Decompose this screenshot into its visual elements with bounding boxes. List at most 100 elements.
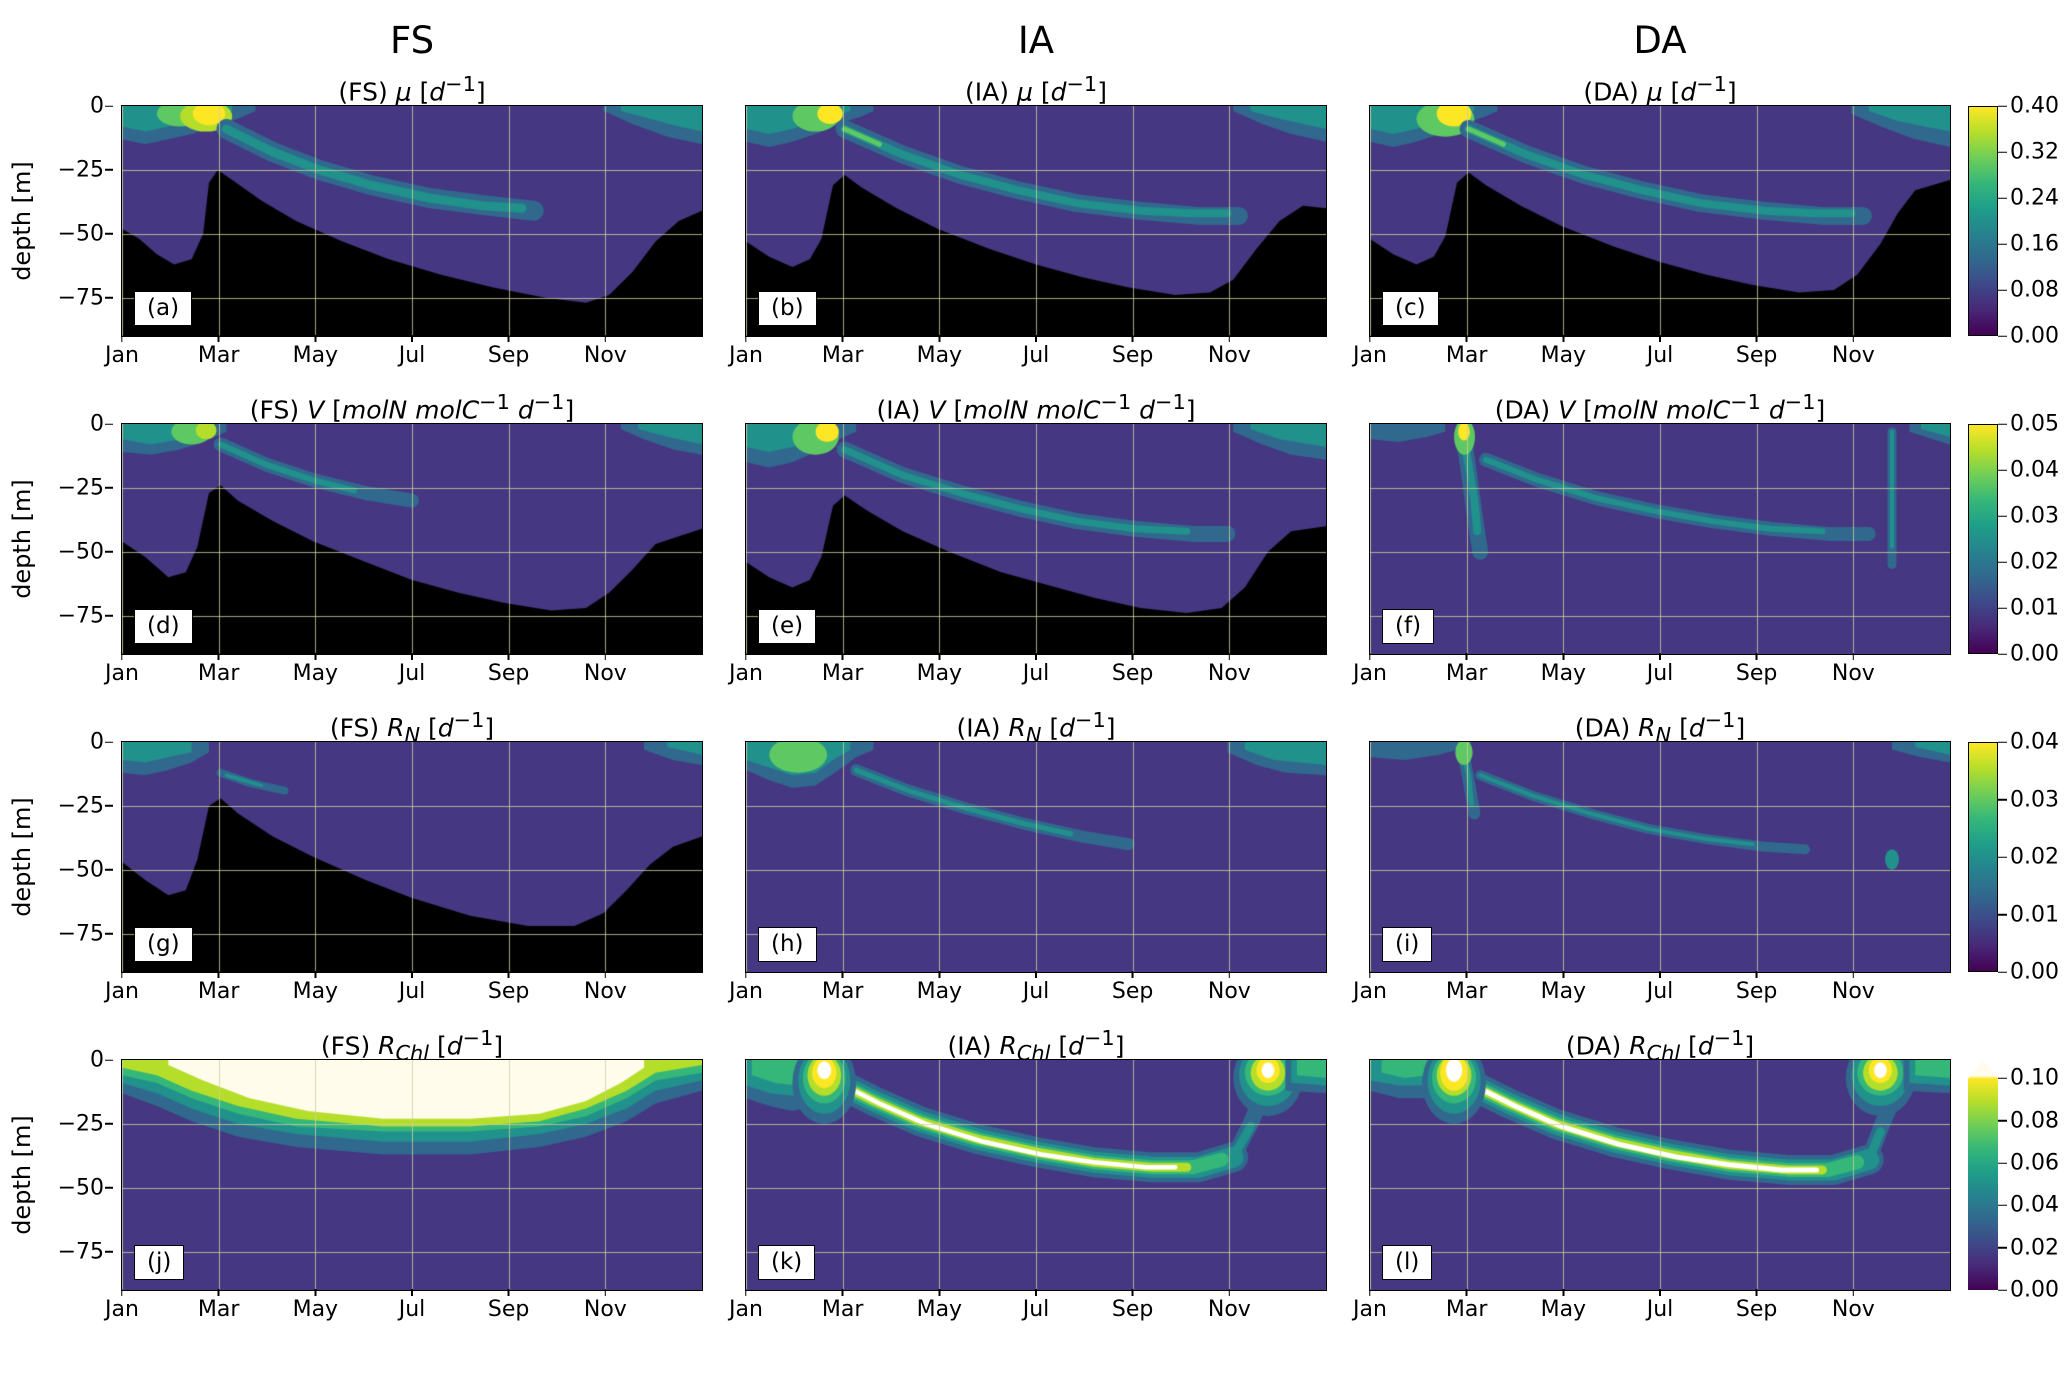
panel-title: (DA) μ [d−1]: [1583, 72, 1737, 107]
x-tick-label: Mar: [197, 1297, 240, 1322]
x-tick-label: May: [1540, 1297, 1587, 1322]
panel-j: (FS) RChl [d−1] (j) Jan Mar May Jul Sep …: [105, 1026, 703, 1322]
contour-canvas: [121, 741, 703, 973]
colorbar-gradient: [1968, 742, 1998, 972]
x-tick-label: Jan: [105, 343, 139, 368]
colorbar: 0.04 0.03 0.02 0.01 0.00: [1968, 730, 2059, 985]
x-axis-ticks: Jan Mar May Jul Sep Nov: [1353, 972, 1950, 1004]
colorbar-tick-label: 0.04: [2010, 457, 2059, 483]
colorbar-tick-label: 0.10: [2010, 1065, 2059, 1091]
contour-canvas: [1369, 423, 1951, 655]
plot-area: (c): [1369, 105, 1951, 337]
colorbar-mu: 0.40 0.32 0.24 0.16 0.08 0.00: [1968, 72, 2067, 366]
contour-canvas: [121, 105, 703, 337]
column-header-da: DA: [1633, 19, 1687, 62]
x-tick-label: Jan: [105, 979, 139, 1004]
x-axis-ticks: Jan Mar May Jul Sep Nov: [1353, 1290, 1950, 1322]
x-tick-label: Jan: [1353, 343, 1387, 368]
x-tick-label: May: [292, 1297, 339, 1322]
colorbar-tick-label: 0.00: [2010, 641, 2059, 667]
panel-letter: (b): [758, 291, 817, 326]
panel-letter: (e): [758, 609, 817, 644]
y-tick-label: 0: [90, 411, 104, 437]
y-axis: depth [m] 0 −25 −50 −75: [4, 390, 114, 684]
x-tick-label: Jul: [398, 1297, 426, 1322]
panel-title: (FS) μ [d−1]: [338, 72, 486, 107]
colorbar-gradient: [1968, 424, 1998, 654]
colorbar-tick-label: 0.08: [2010, 1108, 2059, 1134]
plot-area: (d): [121, 423, 703, 655]
y-tick-label: −50: [57, 221, 104, 247]
panel-letter: (g): [134, 927, 193, 962]
x-tick-label: Jul: [398, 661, 426, 686]
colorbar-tick-label: 0.16: [2010, 231, 2059, 257]
contour-canvas: [121, 1059, 703, 1291]
colorbar-tick-label: 0.02: [2010, 844, 2059, 870]
x-tick-label: Jul: [1022, 343, 1050, 368]
x-tick-label: Mar: [1445, 343, 1488, 368]
panel-a: (FS) μ [d−1] (a) Jan Mar May Jul Sep Nov: [105, 72, 703, 368]
panel-e: (IA) V [molN molC−1 d−1] (e) Jan Mar May…: [729, 390, 1327, 686]
x-tick-label: Mar: [1445, 1297, 1488, 1322]
colorbar-tick-label: 0.24: [2010, 185, 2059, 211]
x-tick-label: Mar: [197, 661, 240, 686]
x-tick-label: May: [916, 343, 963, 368]
x-tick-label: Jul: [398, 343, 426, 368]
x-tick-label: May: [1540, 661, 1587, 686]
plot-area: (b): [745, 105, 1327, 337]
contour-canvas: [745, 741, 1327, 973]
panel-title: (FS) RN [d−1]: [329, 708, 495, 748]
y-tick-label: 0: [90, 93, 104, 119]
x-tick-label: Jan: [729, 343, 763, 368]
figure-row-rn: depth [m] 0 −25 −50 −75 (FS) RN [d−1] (g…: [4, 708, 2067, 1004]
panel-l: (DA) RChl [d−1] (l) Jan Mar May Jul Sep …: [1353, 1026, 1951, 1322]
panel-title: (FS) V [molN molC−1 d−1]: [249, 390, 575, 425]
colorbar-gradient: [1968, 1060, 1998, 1290]
panel-title: (IA) RChl [d−1]: [947, 1026, 1125, 1066]
panel-title: (IA) V [molN molC−1 d−1]: [876, 390, 1196, 425]
x-tick-label: Nov: [1831, 343, 1875, 368]
x-tick-label: May: [292, 343, 339, 368]
x-tick-label: Jan: [1353, 1297, 1387, 1322]
x-axis-ticks: Jan Mar May Jul Sep Nov: [1353, 336, 1950, 368]
panel-letter: (j): [134, 1245, 185, 1280]
y-axis-label: depth [m]: [8, 1115, 36, 1235]
figure-row-v: depth [m] 0 −25 −50 −75 (FS) V [molN mol…: [4, 390, 2067, 686]
x-tick-label: Mar: [197, 979, 240, 1004]
contour-canvas: [745, 1059, 1327, 1291]
colorbar-tick-label: 0.05: [2010, 411, 2059, 437]
colorbar-tick-label: 0.00: [2010, 959, 2059, 985]
x-tick-label: Sep: [487, 661, 530, 686]
plot-area: (e): [745, 423, 1327, 655]
plot-area: (l): [1369, 1059, 1951, 1291]
x-axis-ticks: Jan Mar May Jul Sep Nov: [105, 1290, 702, 1322]
colorbar-tick-label: 0.32: [2010, 139, 2059, 165]
column-header-ia: IA: [1017, 19, 1055, 62]
panel-title: (IA) μ [d−1]: [965, 72, 1107, 107]
panel-letter: (a): [134, 291, 193, 326]
panel-letter: (f): [1382, 609, 1435, 644]
contour-canvas: [745, 423, 1327, 655]
panel-letter: (k): [758, 1245, 816, 1280]
column-header-fs: FS: [389, 19, 435, 62]
x-tick-label: Jul: [1646, 979, 1674, 1004]
contour-canvas: [121, 423, 703, 655]
y-tick-label: −75: [57, 1239, 104, 1265]
x-tick-label: Mar: [821, 1297, 864, 1322]
colorbar-tick-label: 0.40: [2010, 93, 2059, 119]
colorbar-tick-label: 0.04: [2010, 1192, 2059, 1218]
x-tick-label: Mar: [821, 661, 864, 686]
x-tick-label: Jan: [1353, 979, 1387, 1004]
panel-f: (DA) V [molN molC−1 d−1] (f) Jan Mar May…: [1353, 390, 1951, 686]
y-axis: depth [m] 0 −25 −50 −75: [4, 1026, 114, 1320]
x-tick-label: Nov: [1207, 343, 1251, 368]
y-tick-label: −75: [57, 285, 104, 311]
colorbar-v: 0.05 0.04 0.03 0.02 0.01 0.00: [1968, 390, 2067, 684]
x-tick-label: May: [916, 1297, 963, 1322]
x-tick-label: May: [916, 979, 963, 1004]
x-tick-label: Jul: [1022, 1297, 1050, 1322]
x-tick-label: Nov: [1207, 661, 1251, 686]
x-tick-label: Sep: [1111, 661, 1154, 686]
contour-canvas: [1369, 105, 1951, 337]
x-tick-label: Jul: [1022, 661, 1050, 686]
